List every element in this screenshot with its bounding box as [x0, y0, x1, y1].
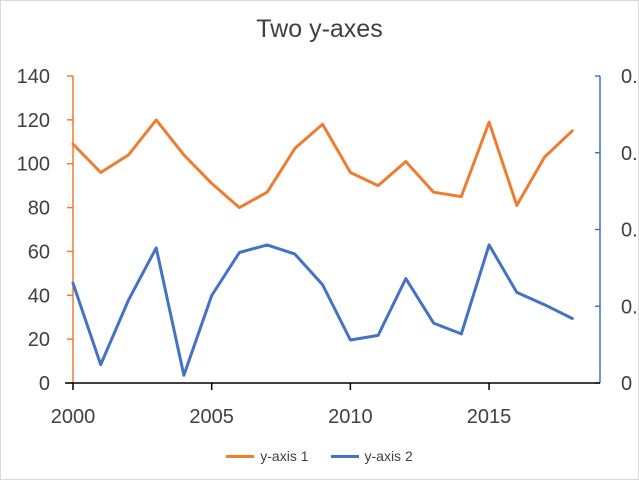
left-y-tick-label-6: 120: [17, 110, 50, 132]
right-y-tick-label-2: 0.1: [621, 220, 638, 242]
chart-title: Two y-axes: [256, 15, 383, 43]
right-y-tick-label-4: 0.2: [621, 66, 638, 88]
legend-label-series-1: y-axis 1: [260, 448, 309, 464]
x-tick-label-2: 2010: [328, 406, 373, 428]
legend-swatch-series-2: [330, 454, 359, 458]
left-y-tick-label-2: 40: [28, 285, 50, 307]
legend-label-series-2: y-axis 2: [364, 448, 413, 464]
legend: y-axis 1 y-axis 2: [1, 448, 638, 464]
right-y-tick-label-3: 0.15: [621, 143, 638, 165]
series-line-1: [71, 118, 574, 210]
left-y-tick-label-4: 80: [28, 198, 50, 220]
legend-entry-series-2: y-axis 2: [330, 448, 413, 464]
left-y-tick-label-3: 60: [28, 241, 50, 263]
left-y-tick-label-5: 100: [17, 154, 50, 176]
legend-entry-series-1: y-axis 1: [226, 448, 309, 464]
x-tick-label-1: 2005: [189, 406, 234, 428]
legend-swatch-series-1: [226, 454, 255, 458]
right-y-tick-label-1: 0.05: [621, 296, 638, 318]
series-line-2: [71, 243, 574, 377]
left-y-tick-label-1: 20: [28, 329, 50, 351]
x-tick-label-0: 2000: [51, 406, 96, 428]
right-y-tick-label-0: 0: [621, 373, 632, 395]
x-tick-label-3: 2015: [467, 406, 512, 428]
left-y-tick-label-0: 0: [39, 373, 50, 395]
left-y-tick-label-7: 140: [17, 66, 50, 88]
